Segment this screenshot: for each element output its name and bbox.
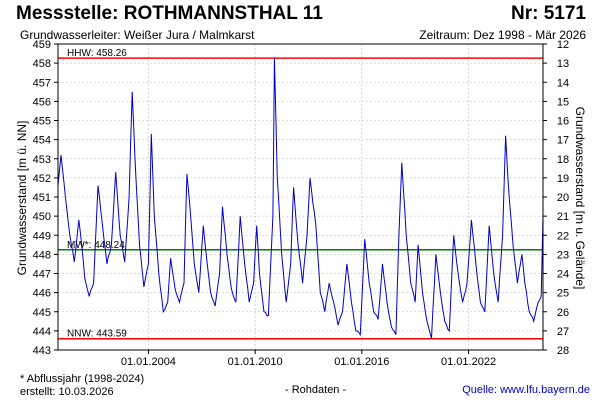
series-layer [57,58,544,339]
y-tick-label: 459 [33,39,51,51]
source-link[interactable]: Quelle: www.lfu.bayern.de [462,384,590,396]
station-number: Nr: 5171 [511,3,586,24]
x-tick-label: 01.01.2010 [228,356,283,368]
reference-line-label: HHW: 458.26 [67,48,127,59]
x-tick-label: 01.01.2004 [121,356,176,368]
y-tick-label: 445 [33,307,51,319]
groundwater-level-line [57,58,544,339]
y-tick-label: 451 [33,192,51,204]
y2-tick-label: 23 [557,249,569,261]
y2-tick-label: 28 [557,345,569,357]
axes: 443 28 444 27 445 26 446 25 447 24 448 23 449 22 450 21… [33,39,569,368]
data-type-label: - Rohdaten - [285,384,347,396]
y2-tick-label: 17 [557,135,569,147]
aquifer-label: Grundwasserleiter: Weißer Jura / Malmkar… [20,28,255,42]
y-tick-label: 447 [33,269,51,281]
plot-frame [57,43,544,351]
y2-tick-label: 19 [557,173,569,185]
y-tick-label: 448 [33,249,51,261]
y2-tick-label: 26 [557,307,569,319]
y2-tick-label: 22 [557,230,569,242]
y2-tick-label: 16 [557,116,569,128]
y-tick-label: 454 [33,135,51,147]
station-title: Messstelle: ROTHMANNSTHAL 11 [16,3,323,24]
period-label: Zeitraum: Dez 1998 - Mär 2026 [419,28,586,42]
y-tick-label: 449 [33,230,51,242]
y2-tick-label: 25 [557,288,569,300]
y-tick-label: 457 [33,77,51,89]
y-tick-label: 458 [33,58,51,70]
y2-tick-label: 21 [557,211,569,223]
created-date: erstellt: 10.03.2026 [20,386,114,398]
y2-tick-label: 27 [557,326,569,338]
grid [58,43,543,351]
y-tick-label: 446 [33,288,51,300]
y-axis-label: Grundwasserstand [m ü. NN] [15,121,29,276]
y-tick-label: 453 [33,154,51,166]
y-tick-label: 455 [33,116,51,128]
y2-tick-label: 24 [557,269,569,281]
x-tick-label: 01.01.2022 [441,356,496,368]
reference-lines: HHW: 458.26 MW*: 448.24 NNW: 443.59 [58,48,543,340]
y2-axis-label: Grundwasserstand [m u. Gelände] [573,107,587,290]
y2-tick-label: 18 [557,154,569,166]
x-tick-label: 01.01.2016 [334,356,389,368]
reference-line-label: MW*: 448.24 [67,240,125,251]
y-tick-label: 444 [33,326,51,338]
y-tick-label: 456 [33,96,51,108]
y-tick-label: 450 [33,211,51,223]
y2-tick-label: 15 [557,96,569,108]
y2-tick-label: 14 [557,77,569,89]
y2-tick-label: 20 [557,192,569,204]
y-tick-label: 443 [33,345,51,357]
y2-tick-label: 12 [557,39,569,51]
y2-tick-label: 13 [557,58,569,70]
y-tick-label: 452 [33,173,51,185]
footnote: * Abflussjahr (1998-2024) [20,373,145,385]
reference-line-label: NNW: 443.59 [67,329,127,340]
